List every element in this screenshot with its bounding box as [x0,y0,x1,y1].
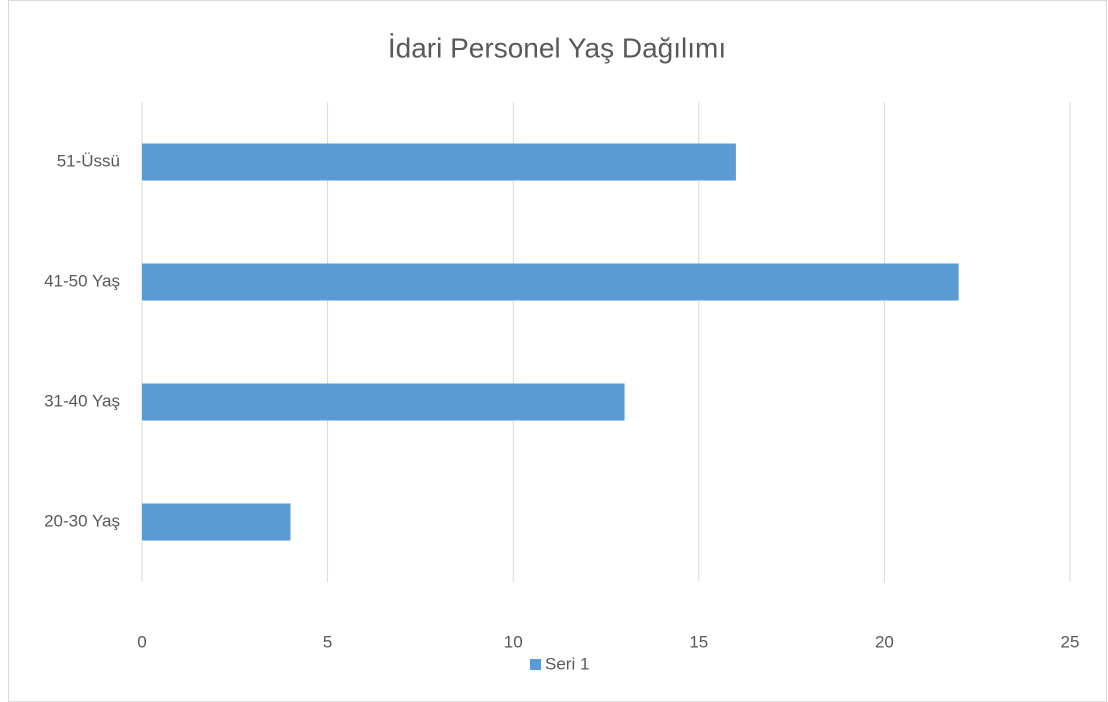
x-tick-label: 0 [137,632,146,651]
chart-frame [8,0,1107,702]
y-tick-label: 41-50 Yaş [44,271,120,290]
legend-swatch [530,659,541,670]
y-tick-label: 20-30 Yaş [44,511,120,530]
legend-label: Seri 1 [545,654,589,673]
x-tick-label: 20 [875,632,894,651]
x-tick-label: 25 [1061,632,1080,651]
bar [142,383,625,421]
y-tick-label: 31-40 Yaş [44,391,120,410]
x-tick-label: 5 [323,632,332,651]
bar [142,143,736,181]
x-tick-label: 15 [689,632,708,651]
bar [142,503,291,541]
y-tick-label: 51-Üssü [57,151,120,170]
bar [142,263,959,301]
chart-title: İdari Personel Yaş Dağılımı [388,32,726,63]
x-tick-label: 10 [504,632,523,651]
